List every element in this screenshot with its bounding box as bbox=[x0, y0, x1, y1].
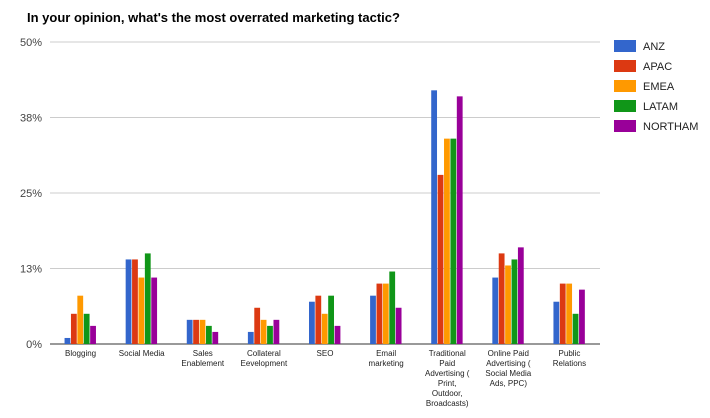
bar-anz bbox=[64, 337, 71, 344]
bar-northam bbox=[395, 307, 402, 344]
bar-latam bbox=[205, 325, 212, 344]
bar-apac bbox=[193, 319, 199, 344]
y-tick-label: 0% bbox=[26, 339, 42, 351]
bar-emea bbox=[505, 265, 511, 344]
bars bbox=[64, 90, 585, 344]
y-tick-label: 50% bbox=[20, 37, 42, 49]
bar-apac bbox=[70, 313, 77, 344]
bar-northam bbox=[334, 325, 341, 344]
category-label: Social Media bbox=[119, 349, 165, 358]
bar-anz bbox=[553, 301, 560, 344]
bar-latam bbox=[328, 295, 334, 344]
bar-northam bbox=[151, 277, 158, 344]
category-label: Blogging bbox=[65, 349, 96, 358]
legend-label: ANZ bbox=[643, 41, 665, 53]
y-tick-label: 38% bbox=[20, 113, 42, 125]
bar-emea bbox=[138, 277, 145, 344]
bar-apac bbox=[376, 283, 383, 344]
bar-latam bbox=[450, 138, 457, 344]
legend-label: NORTHAM bbox=[643, 121, 698, 133]
category-label: Email marketing bbox=[369, 349, 404, 368]
legend-swatch bbox=[614, 60, 636, 72]
legend: ANZ APAC EMEA LATAM NORTHAM bbox=[614, 40, 698, 133]
bar-apac bbox=[498, 253, 505, 344]
bar-apac bbox=[254, 307, 261, 344]
y-tick-label: 13% bbox=[20, 264, 42, 276]
bar-northam bbox=[456, 96, 463, 344]
bar-northam bbox=[517, 247, 524, 344]
bar-anz bbox=[431, 90, 438, 344]
bar-apac bbox=[315, 295, 322, 344]
bar-apac bbox=[132, 259, 138, 344]
bar-emea bbox=[77, 295, 84, 344]
bar-northam bbox=[212, 331, 219, 344]
legend-swatch bbox=[614, 80, 636, 92]
category-label: Online Paid Advertising (Social Media Ads,… bbox=[485, 349, 531, 388]
y-tick-label: 25% bbox=[20, 188, 42, 200]
category-label: Sales Enablement bbox=[181, 349, 224, 368]
y-axis-tick-labels: 0% 13% 25% 38% 50% bbox=[20, 37, 42, 351]
bar-latam bbox=[267, 325, 273, 344]
bar-latam bbox=[144, 253, 151, 344]
legend-swatch bbox=[614, 120, 636, 132]
bar-apac bbox=[437, 174, 444, 344]
bar-anz bbox=[125, 259, 132, 344]
bar-anz bbox=[370, 295, 376, 344]
bar-latam bbox=[83, 313, 90, 344]
chart-title: In your opinion, what's the most overrat… bbox=[27, 10, 400, 25]
bar-anz bbox=[186, 319, 193, 344]
bar-latam bbox=[389, 271, 396, 344]
legend-label: EMEA bbox=[643, 81, 675, 93]
bar-northam bbox=[579, 289, 585, 344]
bar-emea bbox=[199, 319, 206, 344]
legend-label: LATAM bbox=[643, 101, 678, 113]
bar-anz bbox=[492, 277, 499, 344]
bar-latam bbox=[572, 313, 579, 344]
legend-swatch bbox=[614, 100, 636, 112]
bar-anz bbox=[247, 331, 254, 344]
category-label: Collateral Eevelopment bbox=[241, 349, 288, 368]
bar-apac bbox=[559, 283, 566, 344]
bar-emea bbox=[382, 283, 389, 344]
bar-emea bbox=[444, 138, 450, 344]
bar-northam bbox=[90, 325, 96, 344]
bar-latam bbox=[511, 259, 518, 344]
category-labels: Blogging Social Media Sales Enablement Colla… bbox=[65, 349, 586, 408]
category-label: Traditional Paid Advertising (Print, Outdoo… bbox=[425, 349, 470, 408]
bar-anz bbox=[309, 301, 315, 344]
bar-emea bbox=[321, 313, 328, 344]
category-label: SEO bbox=[317, 349, 334, 358]
legend-swatch bbox=[614, 40, 636, 52]
legend-label: APAC bbox=[643, 61, 672, 73]
bar-emea bbox=[566, 283, 573, 344]
category-label: Public Relations bbox=[553, 349, 586, 368]
bar-northam bbox=[273, 319, 280, 344]
bar-emea bbox=[260, 319, 267, 344]
